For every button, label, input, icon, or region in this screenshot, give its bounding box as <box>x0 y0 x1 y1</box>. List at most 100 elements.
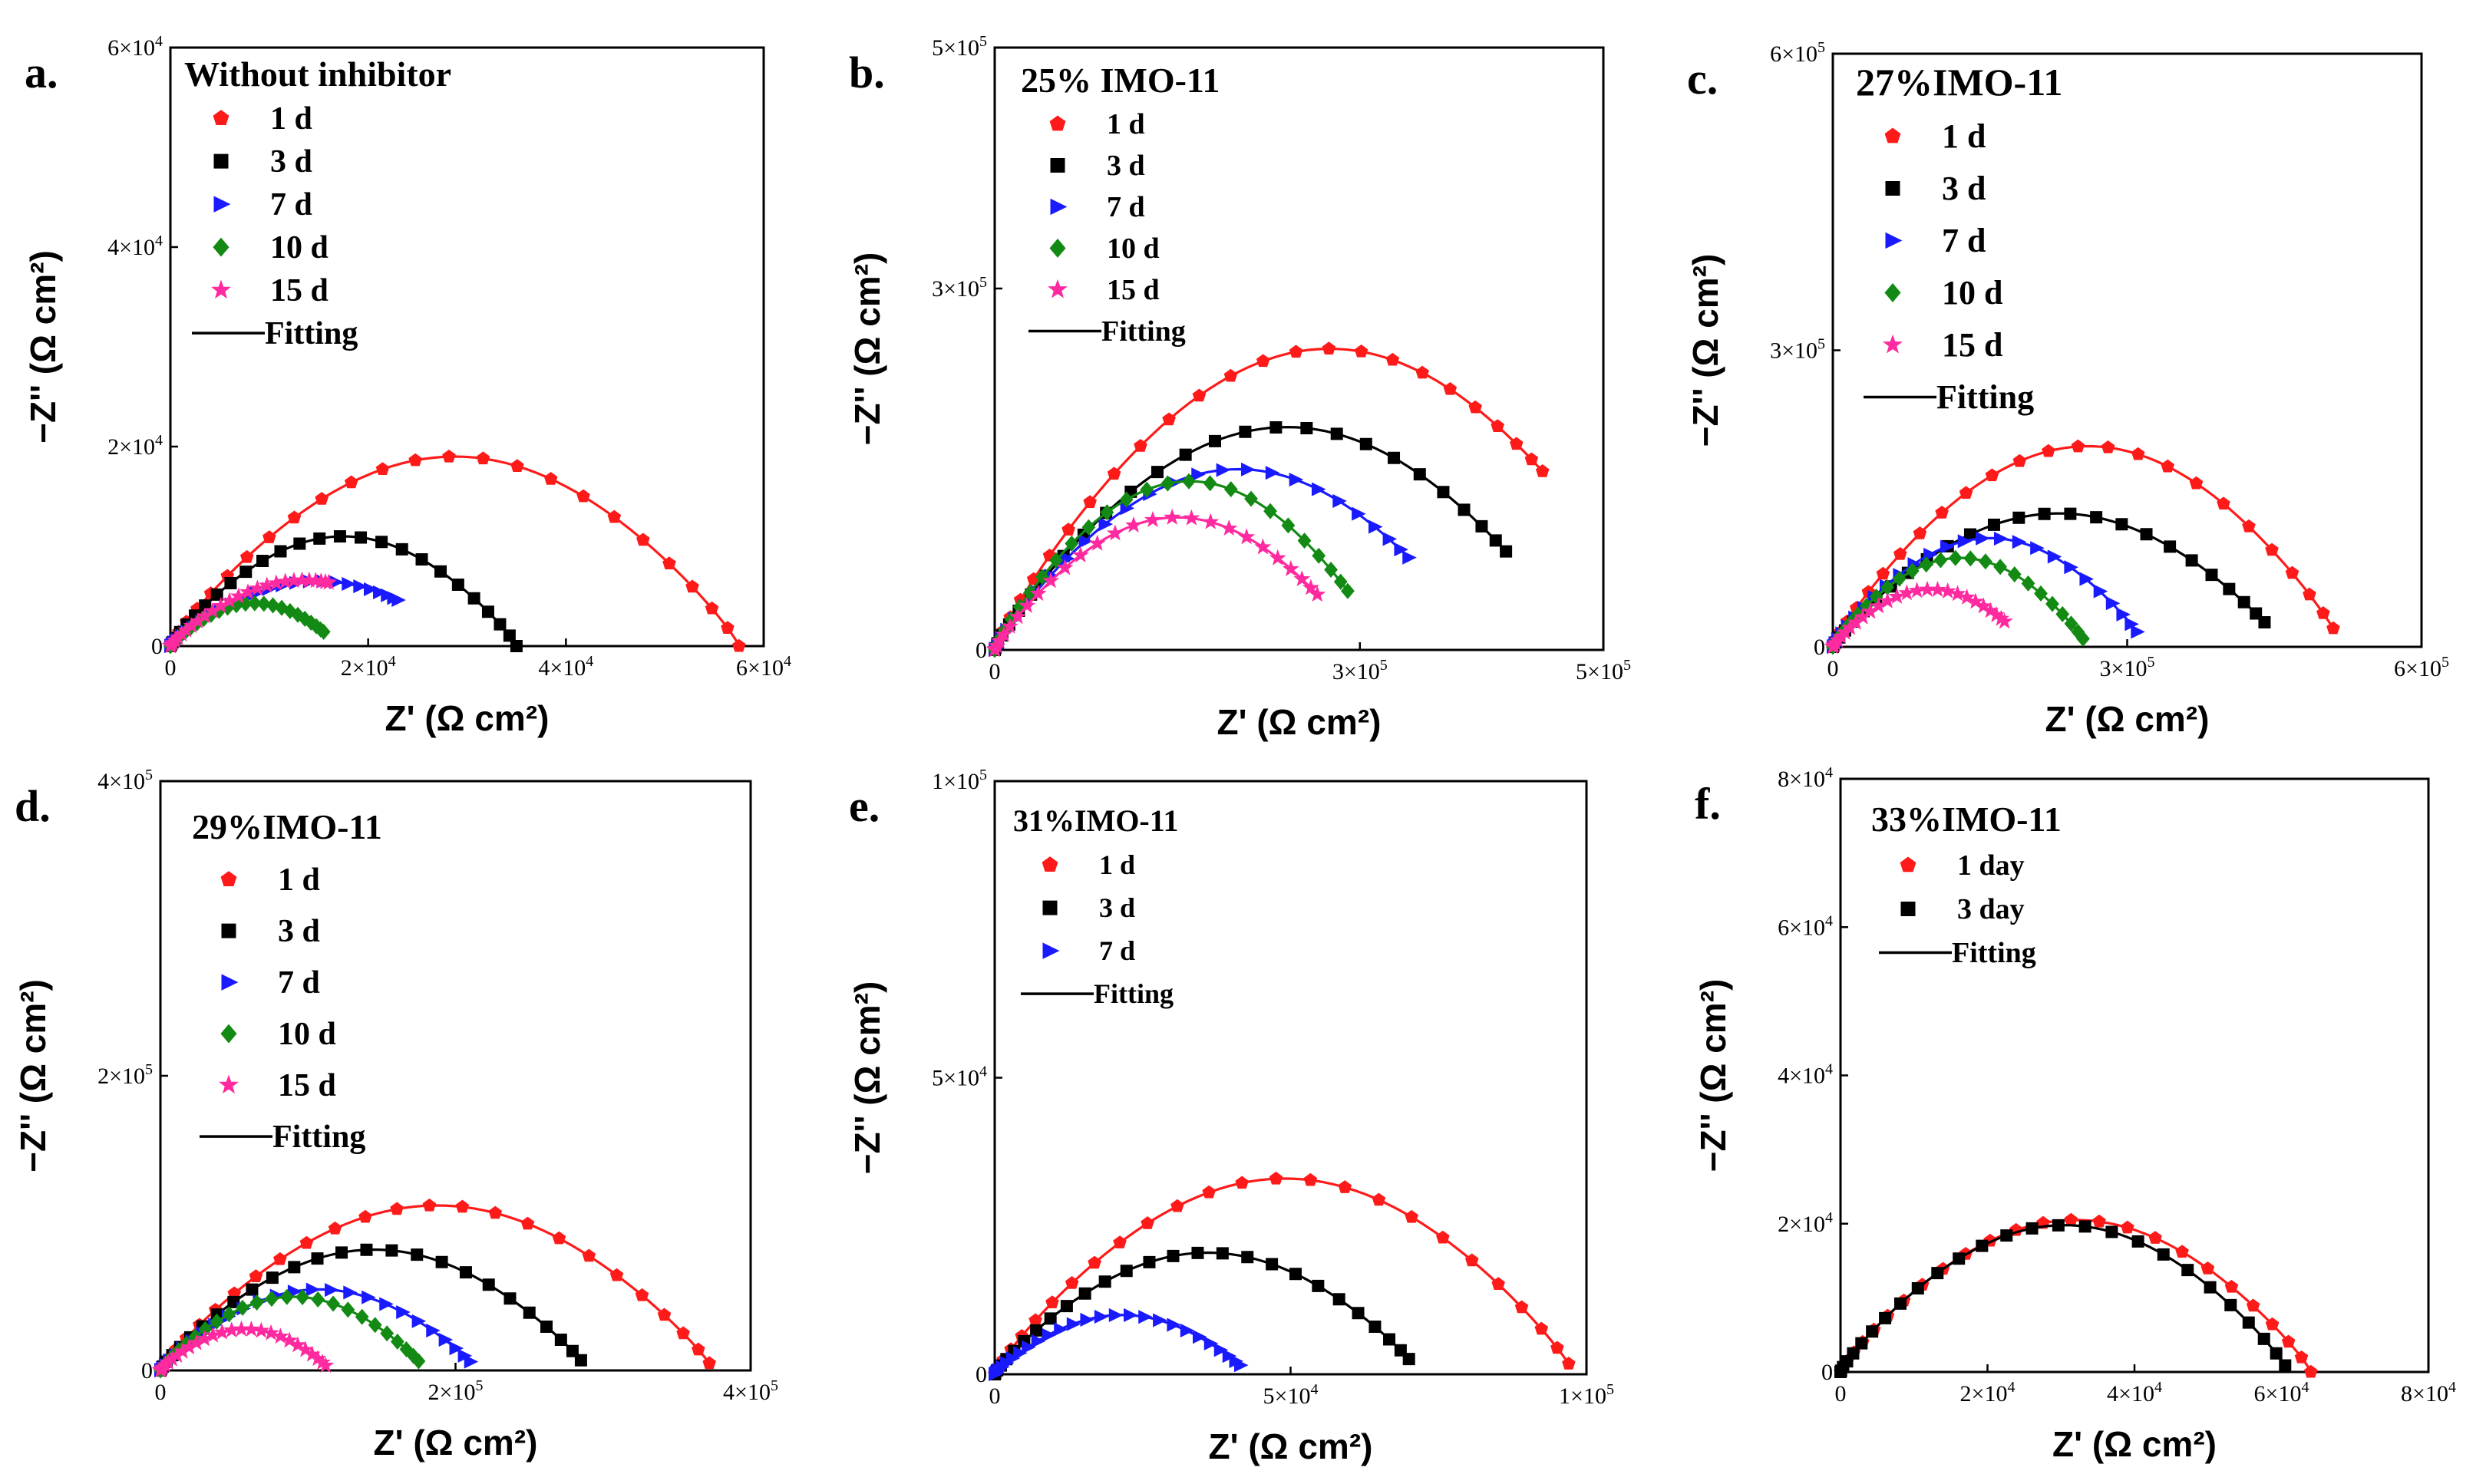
data-point <box>2294 1350 2309 1364</box>
data-point <box>1352 506 1366 521</box>
panel-letter: a. <box>25 48 58 97</box>
y-tick-label: 0 <box>141 1358 153 1383</box>
x-axis-title: Z' (Ω cm²) <box>2052 1424 2217 1464</box>
data-point <box>1935 506 1949 519</box>
data-point <box>1151 466 1164 479</box>
data-point <box>1975 597 1992 614</box>
x-tick-label: 5×105 <box>1576 657 1631 684</box>
data-point <box>390 1202 404 1215</box>
fitting-line <box>159 1248 583 1371</box>
data-point <box>1256 354 1270 368</box>
series-15-d <box>1824 580 2013 655</box>
data-point <box>1203 475 1217 492</box>
data-point <box>1293 570 1311 587</box>
x-axis-title: Z' (Ω cm²) <box>385 698 550 738</box>
y-tick-label: 2×104 <box>107 432 163 460</box>
data-point <box>2161 459 2175 473</box>
data-point <box>411 1314 427 1328</box>
data-point <box>1078 534 1094 549</box>
legend-marker <box>1042 942 1060 959</box>
data-point <box>1405 1209 1418 1223</box>
fitting-line <box>993 347 1543 651</box>
data-point <box>2242 519 2256 533</box>
data-point <box>494 618 507 631</box>
data-point <box>1953 1252 1966 1265</box>
data-point <box>375 462 390 475</box>
data-point <box>256 595 271 612</box>
data-point <box>1913 526 1927 539</box>
panel-letter: f. <box>1695 779 1721 829</box>
plot-frame <box>993 46 1605 651</box>
data-point <box>1138 1310 1153 1324</box>
y-tick-label: 4×104 <box>107 232 163 260</box>
fitting-line <box>1839 1219 2313 1373</box>
data-point <box>2223 582 2236 595</box>
data-point <box>1134 438 1147 452</box>
legend-marker <box>221 974 239 991</box>
data-point <box>1866 1325 1879 1338</box>
data-point <box>1223 481 1238 498</box>
data-point <box>2078 1220 2091 1233</box>
data-point <box>1162 412 1176 426</box>
data-point <box>995 625 1012 642</box>
data-point <box>2246 1298 2260 1312</box>
data-point <box>1437 486 1450 499</box>
legend-title: 29%IMO-11 <box>192 807 382 846</box>
data-point <box>2242 1316 2255 1329</box>
data-point <box>1500 545 1513 558</box>
data-point <box>2052 1219 2065 1232</box>
data-point <box>2047 549 2062 564</box>
y-tick-label: 0 <box>976 1362 987 1387</box>
data-point <box>1987 518 2000 531</box>
y-tick-label: 6×104 <box>107 33 163 61</box>
data-point <box>333 530 346 543</box>
data-point <box>305 1282 321 1297</box>
legend-fitting-label: Fitting <box>272 1120 365 1155</box>
data-point <box>1281 517 1296 534</box>
legend-label: 10 d <box>1942 274 2002 312</box>
series-1-d <box>154 1198 716 1377</box>
y-tick-label: 0 <box>1821 1360 1833 1385</box>
data-point <box>1948 549 1963 566</box>
data-point <box>299 1235 314 1249</box>
data-point <box>1893 1297 1907 1310</box>
data-point <box>239 566 253 579</box>
data-point <box>1031 1334 1046 1348</box>
data-point <box>1001 617 1019 634</box>
series-15-d <box>151 1320 335 1378</box>
data-point <box>1489 534 1502 547</box>
data-point <box>379 1297 394 1311</box>
data-point <box>692 1342 705 1356</box>
x-tick-label: 0 <box>155 1380 167 1405</box>
data-point <box>341 1301 355 1318</box>
data-point <box>2105 596 2121 611</box>
data-point <box>325 1282 339 1298</box>
data-point <box>320 573 338 590</box>
data-point <box>2079 572 2094 586</box>
plot-frame <box>169 46 765 648</box>
data-point <box>540 1321 553 1334</box>
data-point <box>343 1285 358 1300</box>
data-point <box>2200 1261 2215 1275</box>
data-point <box>1464 1253 1479 1267</box>
data-point <box>1083 495 1097 508</box>
data-point <box>1123 1308 1138 1323</box>
data-point <box>2115 518 2128 531</box>
fitting-line <box>1839 1224 2286 1373</box>
data-point <box>326 1295 341 1312</box>
data-point <box>293 537 306 550</box>
data-point <box>1940 539 1955 554</box>
x-tick-label: 6×105 <box>2394 654 2449 681</box>
legend-marker <box>1883 334 1903 354</box>
data-point <box>1216 1247 1229 1260</box>
data-point <box>1876 566 1890 580</box>
x-tick-label: 0 <box>165 655 177 681</box>
data-point <box>1905 562 1920 579</box>
x-axis-title: Z' (Ω cm²) <box>1209 1426 1373 1466</box>
data-point <box>1088 1255 1101 1269</box>
y-axis-title: −Z'' (Ω cm²) <box>1693 979 1733 1172</box>
data-point <box>467 592 480 605</box>
data-point <box>1108 1308 1124 1322</box>
panel-letter: d. <box>15 781 51 831</box>
